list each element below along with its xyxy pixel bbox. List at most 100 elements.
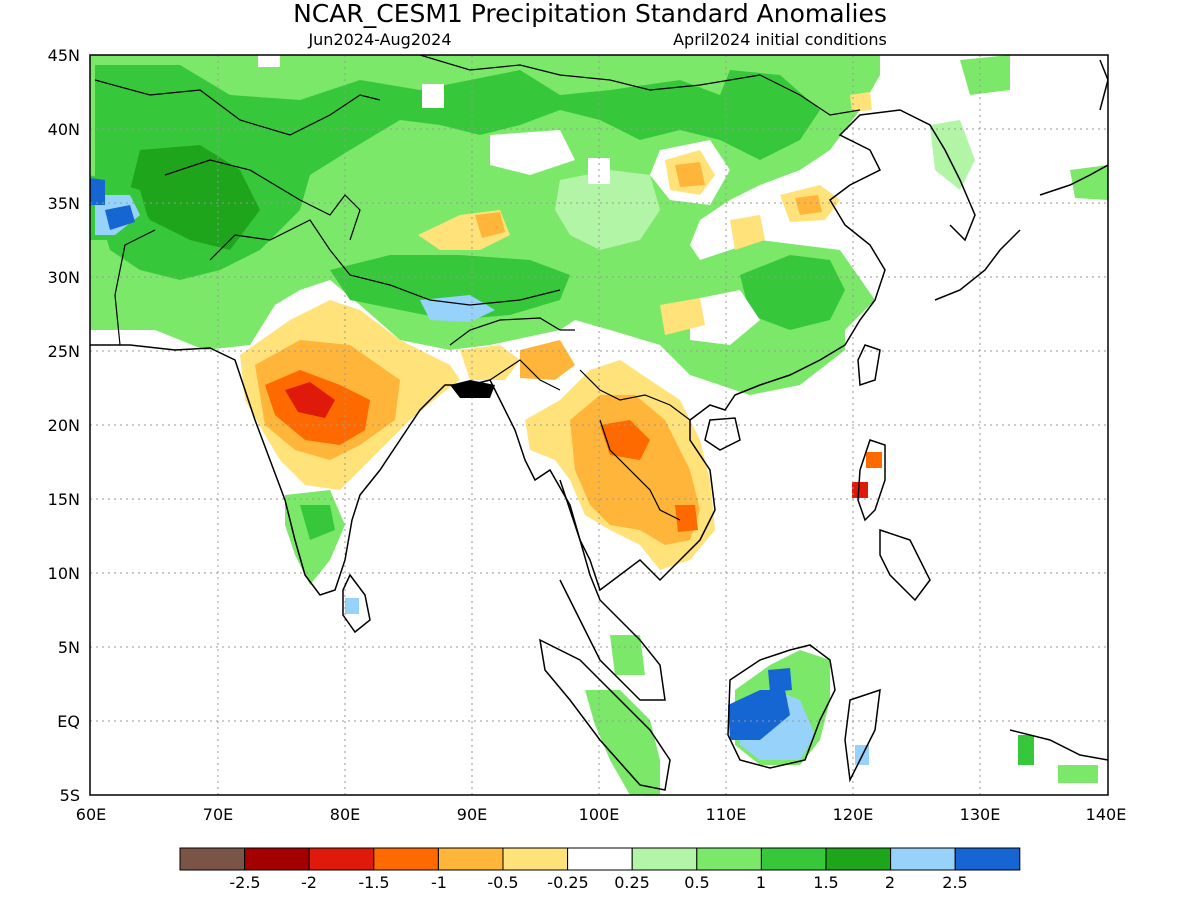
delta-bangladesh — [450, 380, 495, 398]
coastlines — [90, 59, 1108, 791]
coast-japan — [1039, 164, 1108, 196]
dry-region-india-strong — [285, 382, 335, 418]
colorbar-swatch — [244, 847, 310, 871]
colorbar-swatch — [954, 847, 1021, 871]
wet-region-nepal — [420, 295, 495, 322]
colorbar-swatch — [567, 847, 633, 871]
extreme-wet-iran — [90, 178, 105, 205]
lat-label: 15N — [48, 490, 80, 509]
neutral-cell-1 — [422, 84, 444, 108]
coast-ryukyu — [934, 229, 1021, 301]
map-grid — [90, 55, 1108, 795]
wet-core-south-india — [300, 505, 335, 540]
coast-sumatra — [539, 638, 671, 791]
coast-east-asia — [559, 109, 976, 592]
wet-region-weak-center — [555, 170, 660, 250]
wet-region-himalaya — [330, 255, 570, 320]
lon-label: 90E — [457, 805, 487, 824]
colorbar-labels: -2.5 -2 -1.5 -1 -0.5 -0.25 0.25 0.5 1 1.… — [229, 873, 967, 892]
border-himalaya — [209, 219, 561, 306]
coast-south-asia — [90, 344, 666, 701]
latitude-labels: 45N 40N 35N 30N 25N 20N 15N 10N 5N EQ 5S — [48, 46, 80, 805]
colorbar-swatch — [696, 847, 762, 871]
forecast-period: Jun2024-Aug2024 — [307, 30, 451, 49]
colorbar-label: 2 — [885, 873, 895, 892]
coast-sulawesi — [844, 688, 881, 783]
lon-label: 140E — [1086, 805, 1127, 824]
wet-region-new-guinea — [1058, 765, 1098, 783]
colorbar-swatch — [502, 847, 569, 871]
border-afghanistan — [164, 159, 361, 241]
colorbar-label: 2.5 — [942, 873, 967, 892]
colorbar-swatch — [890, 847, 956, 871]
border-thailand-cambodia — [599, 419, 681, 521]
lon-label: 110E — [706, 805, 747, 824]
extreme-wet-cell-borneo — [768, 668, 792, 692]
colorbar-label: -1 — [431, 873, 447, 892]
wet-region-manchuria — [960, 55, 1010, 95]
coast-new-guinea — [1009, 729, 1108, 761]
wet-region-japan — [1070, 165, 1108, 200]
map-frame — [89, 54, 1109, 796]
coast-hokkaido — [1099, 59, 1108, 111]
wet-region-moderate — [95, 65, 820, 280]
dry-region-vietnam-south — [675, 505, 698, 532]
dry-region-laos — [600, 420, 650, 460]
border-mongolia-east — [759, 74, 861, 116]
dry-cell-luzon-1 — [866, 452, 882, 468]
dry-region-myanmar-north — [520, 340, 575, 380]
extreme-wet-region-borneo — [728, 690, 790, 740]
lon-label: 130E — [960, 805, 1001, 824]
border-central-asia-1 — [94, 79, 381, 136]
wet-region-malaysia — [610, 635, 645, 675]
lat-label: 10N — [48, 564, 80, 583]
lon-label: 70E — [203, 805, 233, 824]
colorbar-label: -1.5 — [358, 873, 389, 892]
initial-conditions: April2024 initial conditions — [673, 30, 887, 49]
lat-label: 30N — [48, 268, 80, 287]
colorbar-label: 1.5 — [813, 873, 838, 892]
neutral-cell-3 — [258, 55, 280, 67]
colorbar-swatch — [437, 847, 504, 871]
colorbar-label: 0.25 — [614, 873, 650, 892]
colorbar-swatch — [308, 847, 375, 871]
country-borders — [94, 55, 861, 521]
border-iran-pakistan — [114, 229, 156, 346]
dry-patch-central-china — [730, 215, 765, 250]
wet-region-strong-west — [130, 145, 260, 250]
neutral-region-3 — [690, 290, 760, 345]
border-laos-china — [579, 369, 691, 421]
colorbar-swatch — [179, 847, 246, 871]
colorbar-label: 1 — [756, 873, 766, 892]
colorbar: -2.5 -2 -1.5 -1 -0.5 -0.25 0.25 0.5 1 1.… — [179, 847, 1021, 892]
coast-borneo — [727, 644, 836, 769]
lat-label: 5N — [58, 638, 80, 657]
coast-philippines-south — [879, 528, 931, 602]
dry-patch-northeast — [850, 92, 872, 112]
anomaly-field — [90, 55, 1108, 795]
dry-core-shandong — [795, 195, 822, 215]
wet-cell-new-guinea — [1018, 735, 1034, 765]
colorbar-label: -0.25 — [547, 873, 588, 892]
colorbar-swatch — [825, 847, 892, 871]
lat-label: EQ — [57, 712, 80, 731]
map-title: NCAR_CESM1 Precipitation Standard Anomal… — [293, 0, 887, 28]
longitude-labels: 60E 70E 80E 90E 100E 110E 120E 130E 140E — [76, 805, 1127, 824]
colorbar-label: -2 — [301, 873, 317, 892]
neutral-region-2 — [490, 130, 575, 175]
colorbar-label: -0.5 — [487, 873, 518, 892]
lat-label: 5S — [60, 786, 80, 805]
border-myanmar-india — [489, 359, 561, 391]
colorbar-swatches — [179, 847, 1021, 871]
coast-hainan — [704, 417, 741, 451]
dry-region-bangladesh — [460, 345, 520, 380]
wet-region-korea — [930, 120, 975, 190]
wet-cell-sri-lanka — [345, 598, 359, 614]
dry-core-tibet — [475, 212, 505, 238]
lat-label: 45N — [48, 46, 80, 65]
dry-cell-luzon-2 — [852, 482, 868, 498]
lon-label: 100E — [579, 805, 620, 824]
border-bhutan-myanmar — [449, 317, 575, 346]
colorbar-label: -2.5 — [229, 873, 260, 892]
